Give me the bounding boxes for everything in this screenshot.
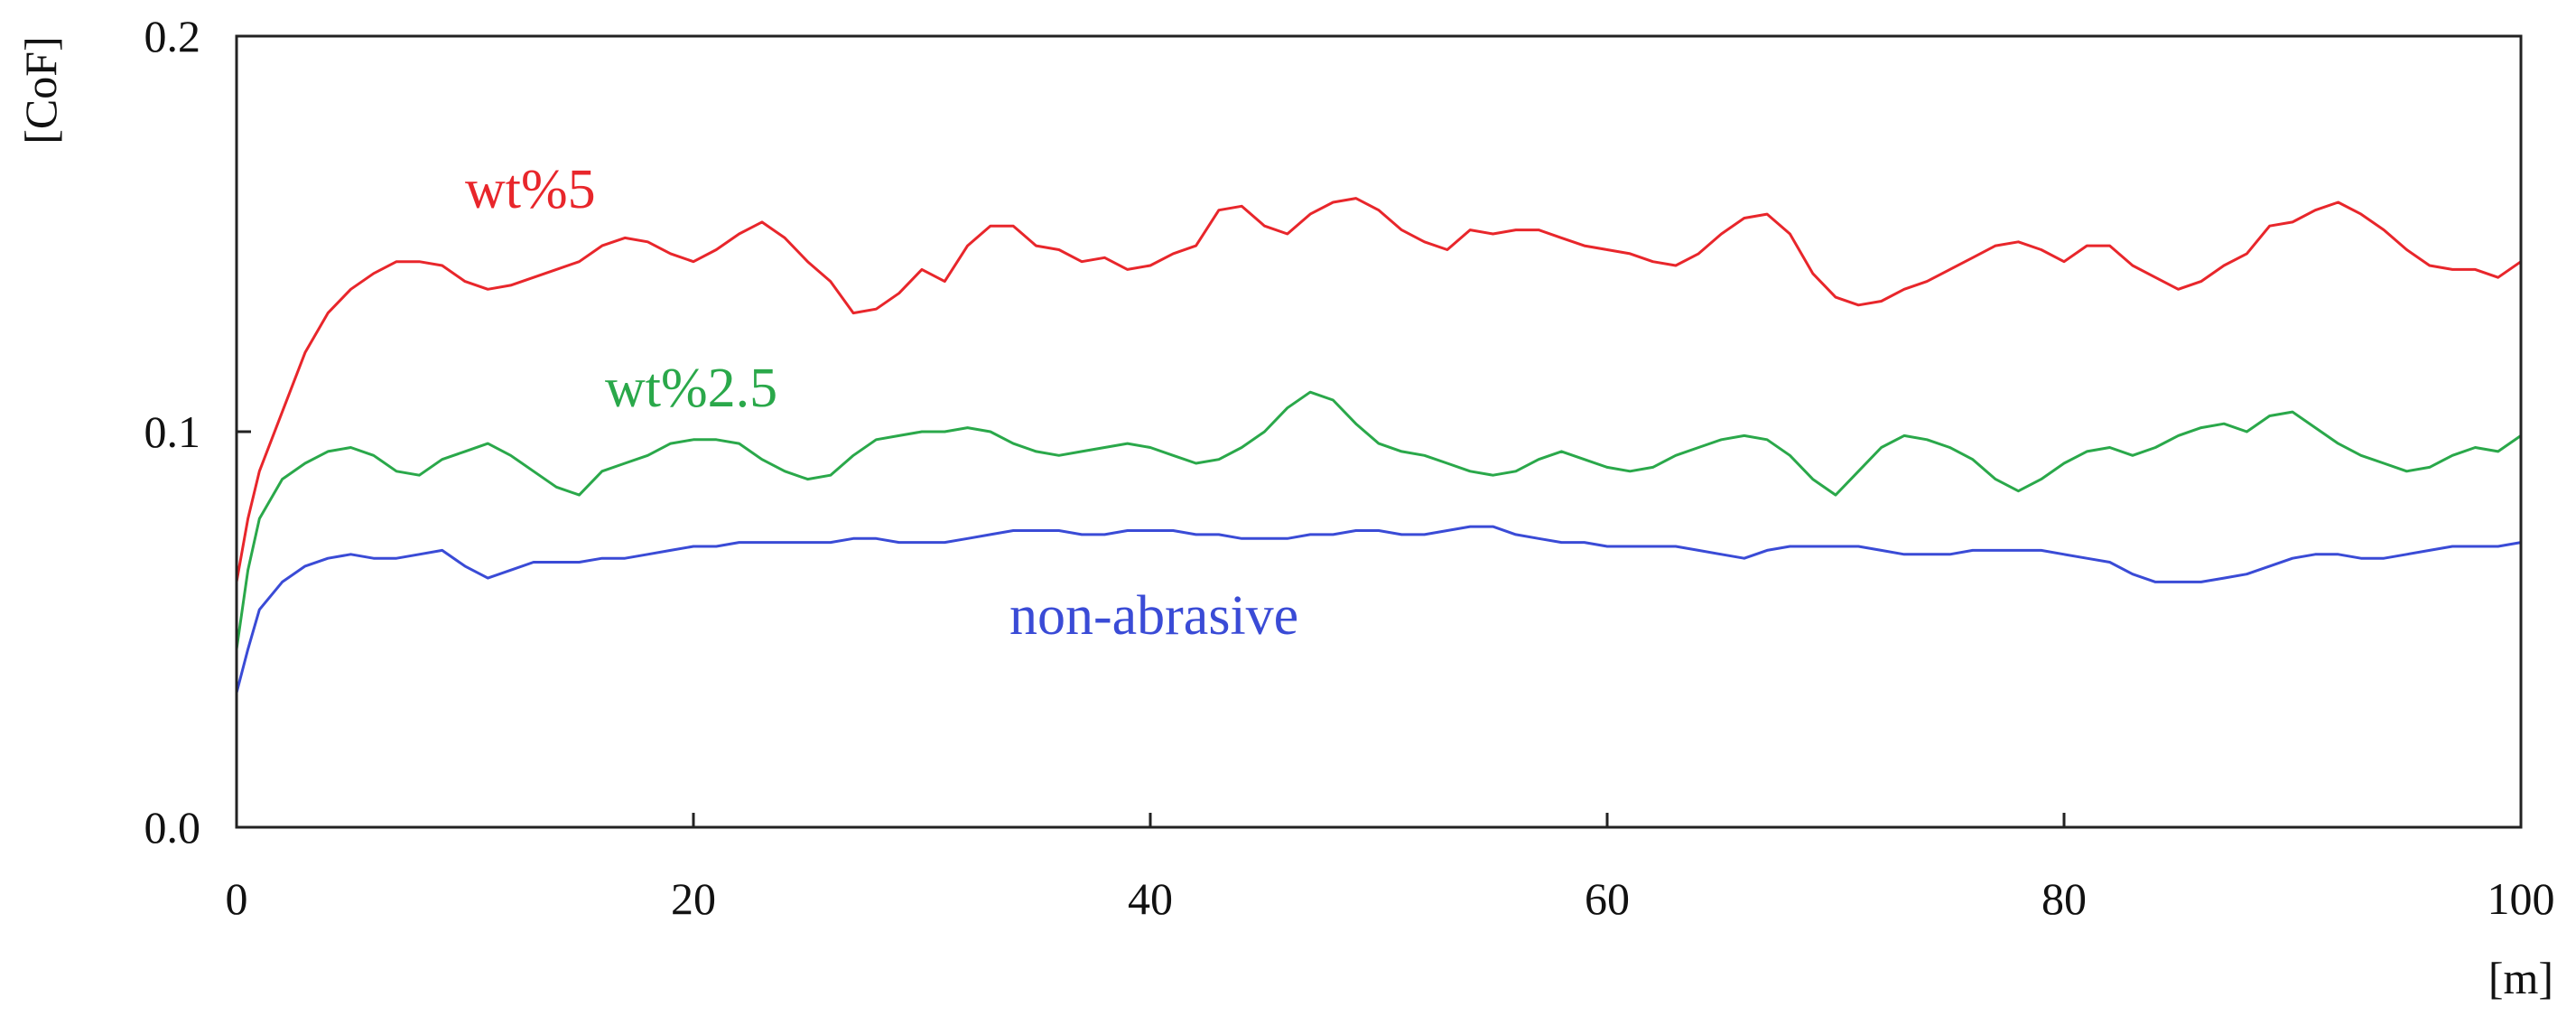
plot-frame <box>235 34 2523 829</box>
x-tick-label: 40 <box>1128 873 1173 924</box>
y-axis: 0.0 0.1 0.2 <box>144 11 251 853</box>
x-tick-label: 0 <box>226 873 248 924</box>
x-tick-label: 20 <box>671 873 716 924</box>
series-line-wt-2-5 <box>235 390 2522 650</box>
series-label-wt2-5: wt%2.5 <box>605 358 777 419</box>
x-tick-label: 80 <box>2041 873 2087 924</box>
x-axis: 0 20 40 60 80 100 <box>226 813 2555 924</box>
x-tick-label: 60 <box>1585 873 1630 924</box>
series-layer <box>235 197 2522 694</box>
series-label-wt5: wt%5 <box>465 159 596 220</box>
series-line-non-abrasive <box>235 525 2522 694</box>
y-tick-label: 0.2 <box>144 11 201 61</box>
x-axis-label: [m] <box>2488 953 2553 1003</box>
series-label-non-abrasive: non-abrasive <box>1009 585 1298 647</box>
x-tick-label: 100 <box>2488 873 2555 924</box>
y-tick-label: 0.0 <box>144 802 201 853</box>
y-axis-label: [CoF] <box>15 36 66 144</box>
y-tick-label: 0.1 <box>144 406 201 457</box>
series-line-wt-5 <box>235 197 2522 583</box>
